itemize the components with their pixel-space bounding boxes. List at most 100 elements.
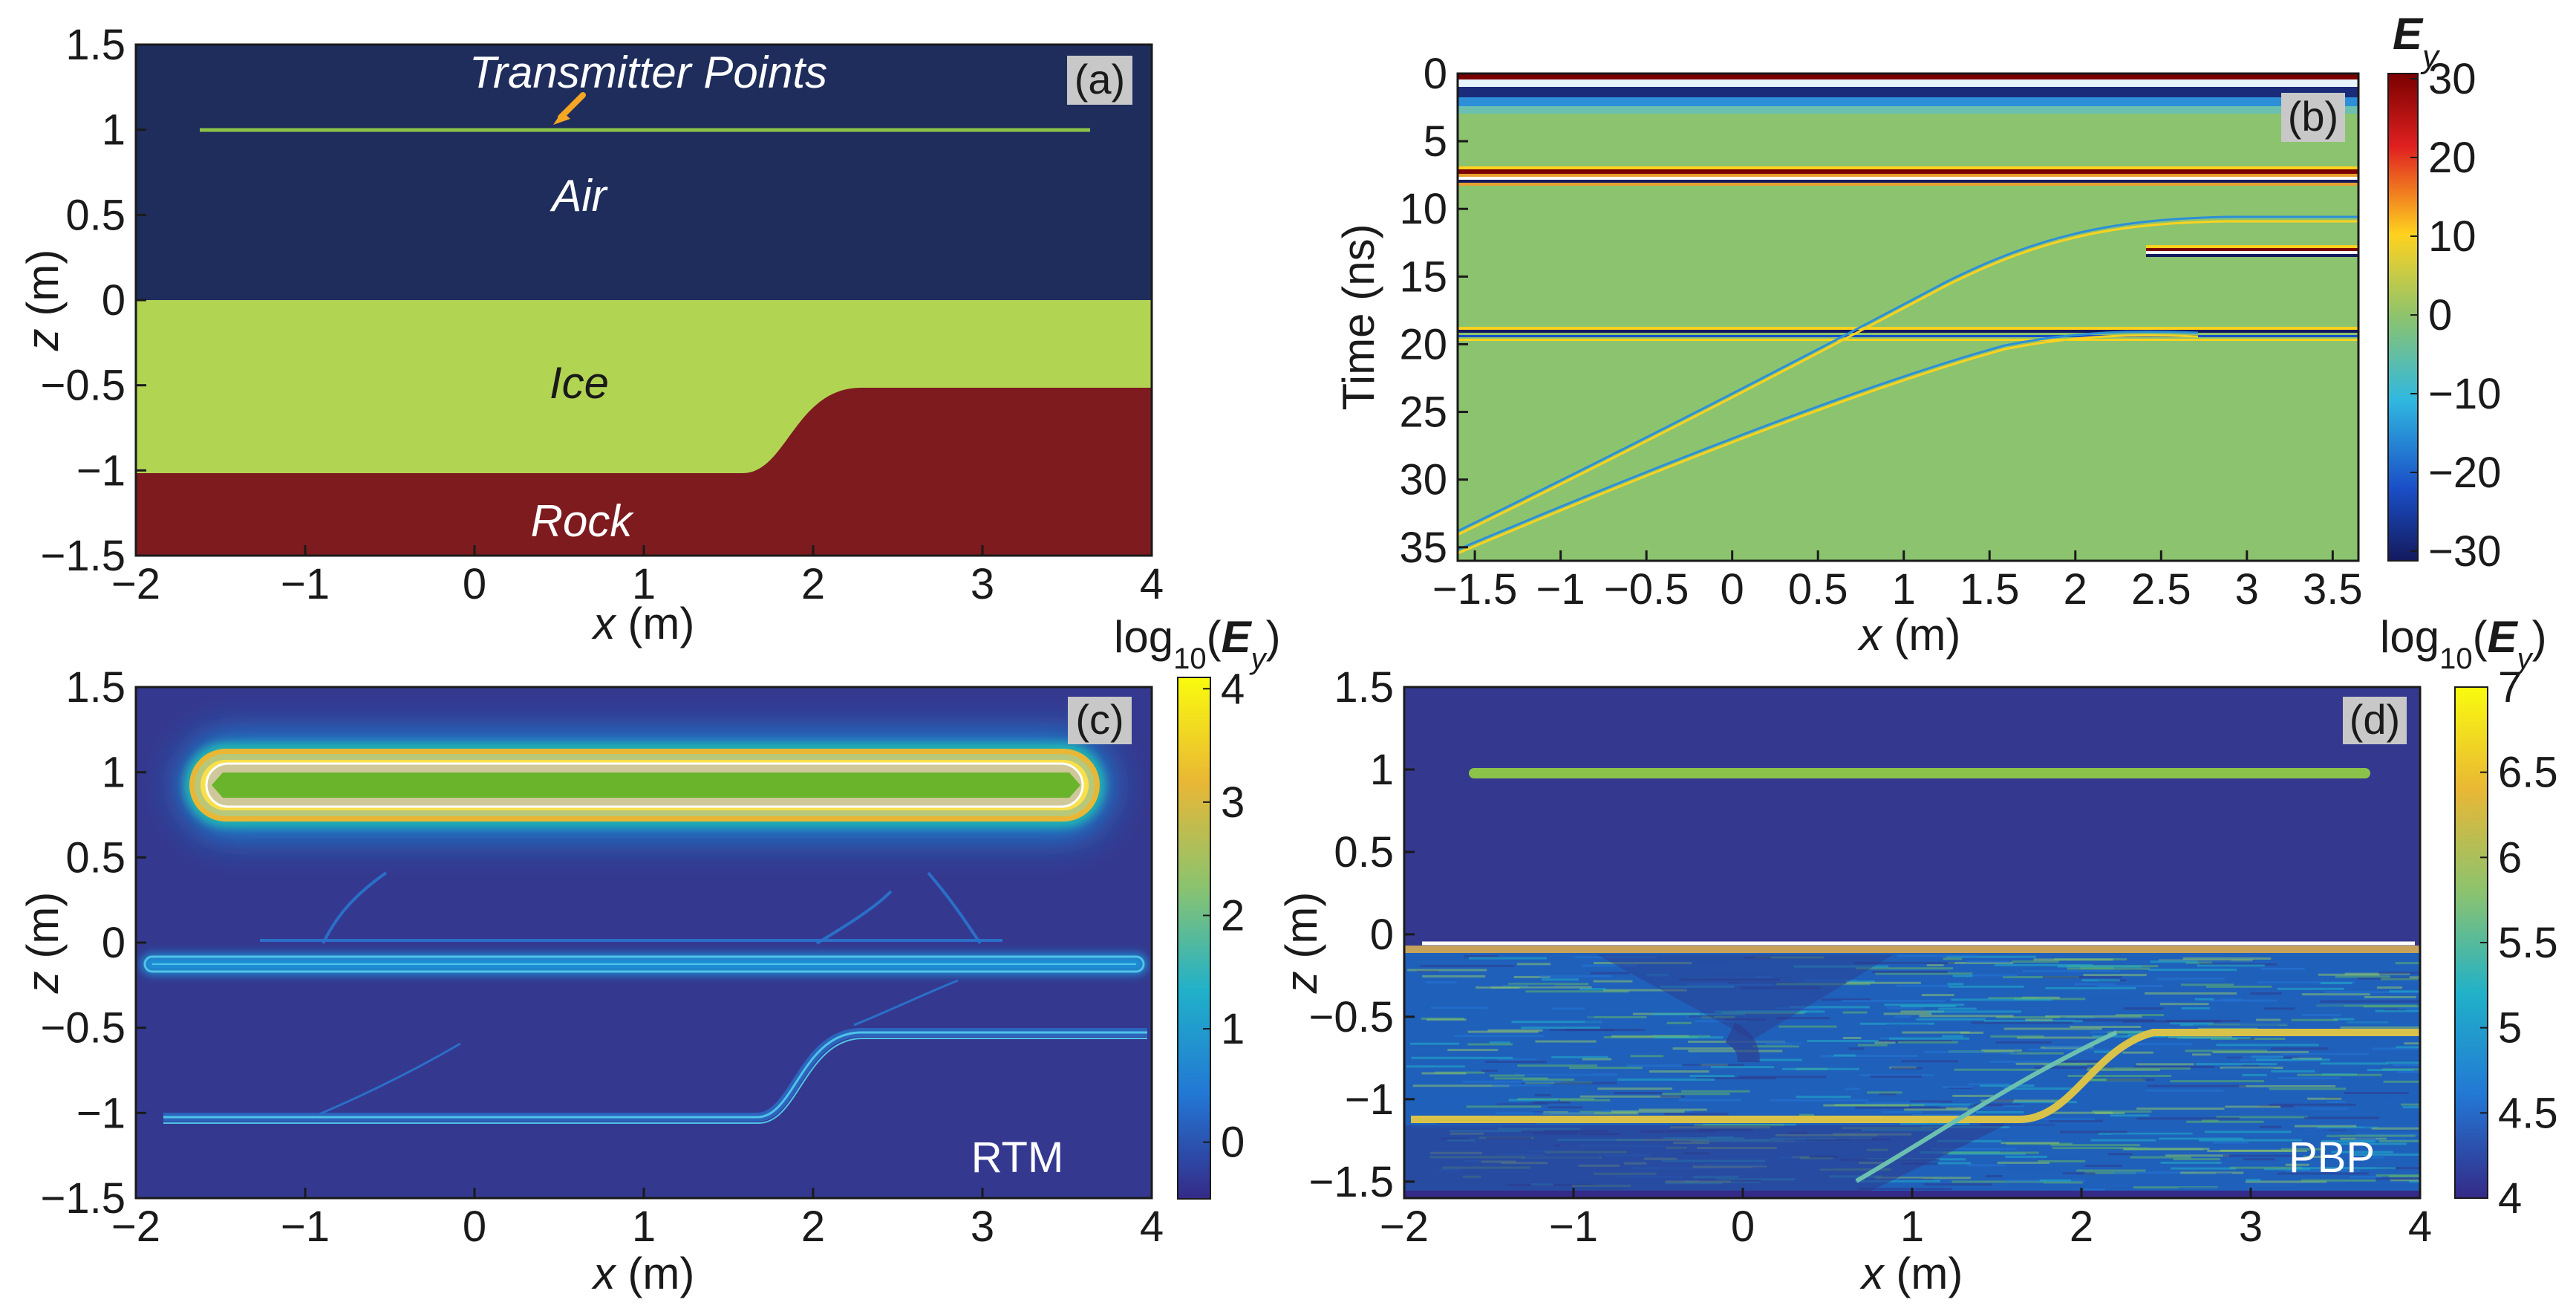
colorbar-tick-label: 1: [1221, 1005, 1245, 1053]
y-tick-label: 0.5: [65, 833, 125, 882]
y-tick-label: −1.5: [41, 1174, 126, 1223]
y-tick-label: 15: [1399, 253, 1447, 301]
colorbar-tick-label: 4: [1221, 665, 1245, 713]
panel-c-tag: (c): [1068, 696, 1132, 744]
colorbar-tick-label: 0: [2428, 291, 2452, 339]
y-tick-label: −0.5: [41, 362, 126, 410]
panel-d-colorbar-ticks: 7 6.5 6 5.5 5 4.5 4: [2480, 663, 2558, 1223]
y-tick-label: −0.5: [41, 1004, 126, 1053]
ice-label: Ice: [550, 358, 609, 408]
colorbar-tick-label: 30: [2428, 55, 2476, 103]
y-tick-label: 0.5: [1334, 828, 1394, 876]
y-tick-label: 1: [102, 106, 125, 154]
panel-a-ylabel: z (m): [18, 250, 68, 352]
panel-b: (b) −1.5 −1 −0.5 0 0.5 1 1.5 2 2.5 3 3.5 0 5 10 15 20 2…: [1334, 9, 2501, 660]
speckle-noise: [1404, 954, 2420, 1191]
colorbar-tick-label: 10: [2428, 212, 2476, 261]
panel-a: Transmitter Points Air Ice Rock (a) −2 −1…: [18, 21, 1164, 648]
panel-d: (d) PBP −2 −1 0 1 2 3 4 1.5 1 0.5 0 −0.5 −1 −1.5 x (…: [1276, 612, 2558, 1298]
x-tick-label: 2: [2070, 1203, 2093, 1251]
rock-label: Rock: [531, 496, 635, 546]
x-tick-label: 4: [1140, 560, 1164, 608]
panel-a-xlabel: x (m): [591, 599, 695, 648]
x-tick-label: 0: [1721, 565, 1744, 614]
x-tick-label: −0.5: [1604, 565, 1689, 614]
transmitter-line-image: [212, 772, 1080, 798]
ice-rock-interface-image: [1411, 1029, 2420, 1123]
air-region: [136, 45, 1152, 300]
colorbar-tick-label: 6: [2498, 833, 2522, 882]
colorbar-tick-label: 5: [2498, 1004, 2522, 1053]
y-tick-label: −1: [1345, 1076, 1394, 1124]
transmitter-label: Transmitter Points: [469, 48, 827, 97]
y-tick-label: 1.5: [1334, 663, 1394, 712]
colorbar-tick-label: −30: [2428, 527, 2501, 576]
panel-b-tag: (b): [2281, 93, 2345, 142]
method-label-rtm: RTM: [971, 1133, 1064, 1182]
y-tick-label: 5: [1424, 117, 1447, 166]
y-tick-label: 0: [1370, 911, 1394, 959]
x-tick-label: 2: [2064, 565, 2087, 614]
panel-c-yticks: 1.5 1 0.5 0 −0.5 −1 −1.5: [41, 663, 146, 1223]
x-tick-label: −1: [281, 560, 330, 608]
panel-b-colorbar: [2387, 73, 2419, 562]
y-tick-label: 0: [102, 276, 125, 325]
x-tick-label: 2.5: [2131, 565, 2191, 614]
colorbar-tick-label: −10: [2428, 370, 2501, 418]
svg-text:(a): (a): [1075, 56, 1125, 103]
ice-rock-right-reflection: [2146, 245, 2358, 257]
y-tick-label: 1: [102, 749, 125, 797]
y-tick-label: 35: [1399, 524, 1447, 572]
colorbar-tick-label: 6.5: [2498, 749, 2558, 797]
y-tick-label: 1: [1370, 746, 1394, 794]
ice-rock-left-reflection: [1458, 327, 2358, 341]
panel-d-xlabel: x (m): [1859, 1249, 1963, 1298]
y-tick-label: 1.5: [65, 663, 125, 712]
colorbar-tick-label: 4: [2498, 1174, 2522, 1223]
air-ice-interface-image: [141, 939, 1147, 975]
method-label-pbp: PBP: [2289, 1133, 2375, 1182]
panel-c-ylabel: z (m): [18, 892, 68, 995]
x-tick-label: −1: [281, 1203, 330, 1251]
x-tick-label: 1.5: [1960, 565, 2020, 614]
panel-c-xlabel: x (m): [591, 1249, 695, 1298]
panel-c: (c) RTM −2 −1 0 1 2 3 4 1.5 1 0.5 0 −0.5 −1 −1.5 x (…: [18, 612, 1281, 1298]
panel-b-yticks: 0 5 10 15 20 25 30 35: [1399, 50, 1468, 572]
y-tick-label: 0.5: [65, 191, 125, 239]
x-tick-label: −1.5: [1432, 565, 1518, 614]
colorbar-tick-label: 0: [1221, 1119, 1245, 1167]
colorbar-tick-label: 5.5: [2498, 919, 2558, 967]
y-tick-label: −1.5: [41, 532, 126, 580]
diffraction-curve-lower: [1458, 331, 2199, 551]
colorbar-tick-label: 20: [2428, 134, 2476, 182]
direct-wave-band: [1458, 74, 2358, 79]
panel-c-colorbar-label: log10(Ey): [1114, 612, 1281, 675]
x-tick-label: −2: [111, 560, 160, 608]
x-tick-label: 2: [801, 1203, 825, 1251]
y-tick-label: −1: [76, 446, 125, 495]
y-tick-label: −0.5: [1309, 993, 1395, 1041]
svg-text:(b): (b): [2288, 93, 2338, 140]
panel-b-ylabel: Time (ns): [1334, 224, 1383, 410]
panel-c-colorbar: [1177, 677, 1211, 1200]
panel-d-yticks: 1.5 1 0.5 0 −0.5 −1 −1.5: [1309, 663, 1415, 1206]
panel-d-ylabel: z (m): [1276, 892, 1326, 995]
x-tick-label: 3: [971, 560, 994, 608]
y-tick-label: −1: [76, 1089, 125, 1137]
panel-d-tag: (d): [2343, 696, 2407, 744]
panel-d-xticks: −2 −1 0 1 2 3 4: [1380, 1188, 2432, 1251]
x-tick-label: 3: [971, 1203, 994, 1251]
panel-a-tag: (a): [1067, 56, 1132, 105]
air-ice-reflection: [1458, 166, 2358, 186]
x-tick-label: 2: [801, 560, 825, 608]
panel-a-yticks: 1.5 1 0.5 0 −0.5 −1 −1.5: [41, 21, 146, 580]
transmitter-arrow: [553, 92, 586, 125]
colorbar-tick-label: −20: [2428, 449, 2501, 497]
diffraction-curve-upper: [1458, 215, 2358, 533]
y-tick-label: 1.5: [65, 21, 125, 69]
x-tick-label: −2: [1380, 1203, 1429, 1251]
panel-c-xticks: −2 −1 0 1 2 3 4: [111, 1188, 1164, 1251]
rock-region: [136, 388, 1152, 556]
y-tick-label: 20: [1399, 320, 1447, 368]
x-tick-label: 4: [1140, 1203, 1164, 1251]
